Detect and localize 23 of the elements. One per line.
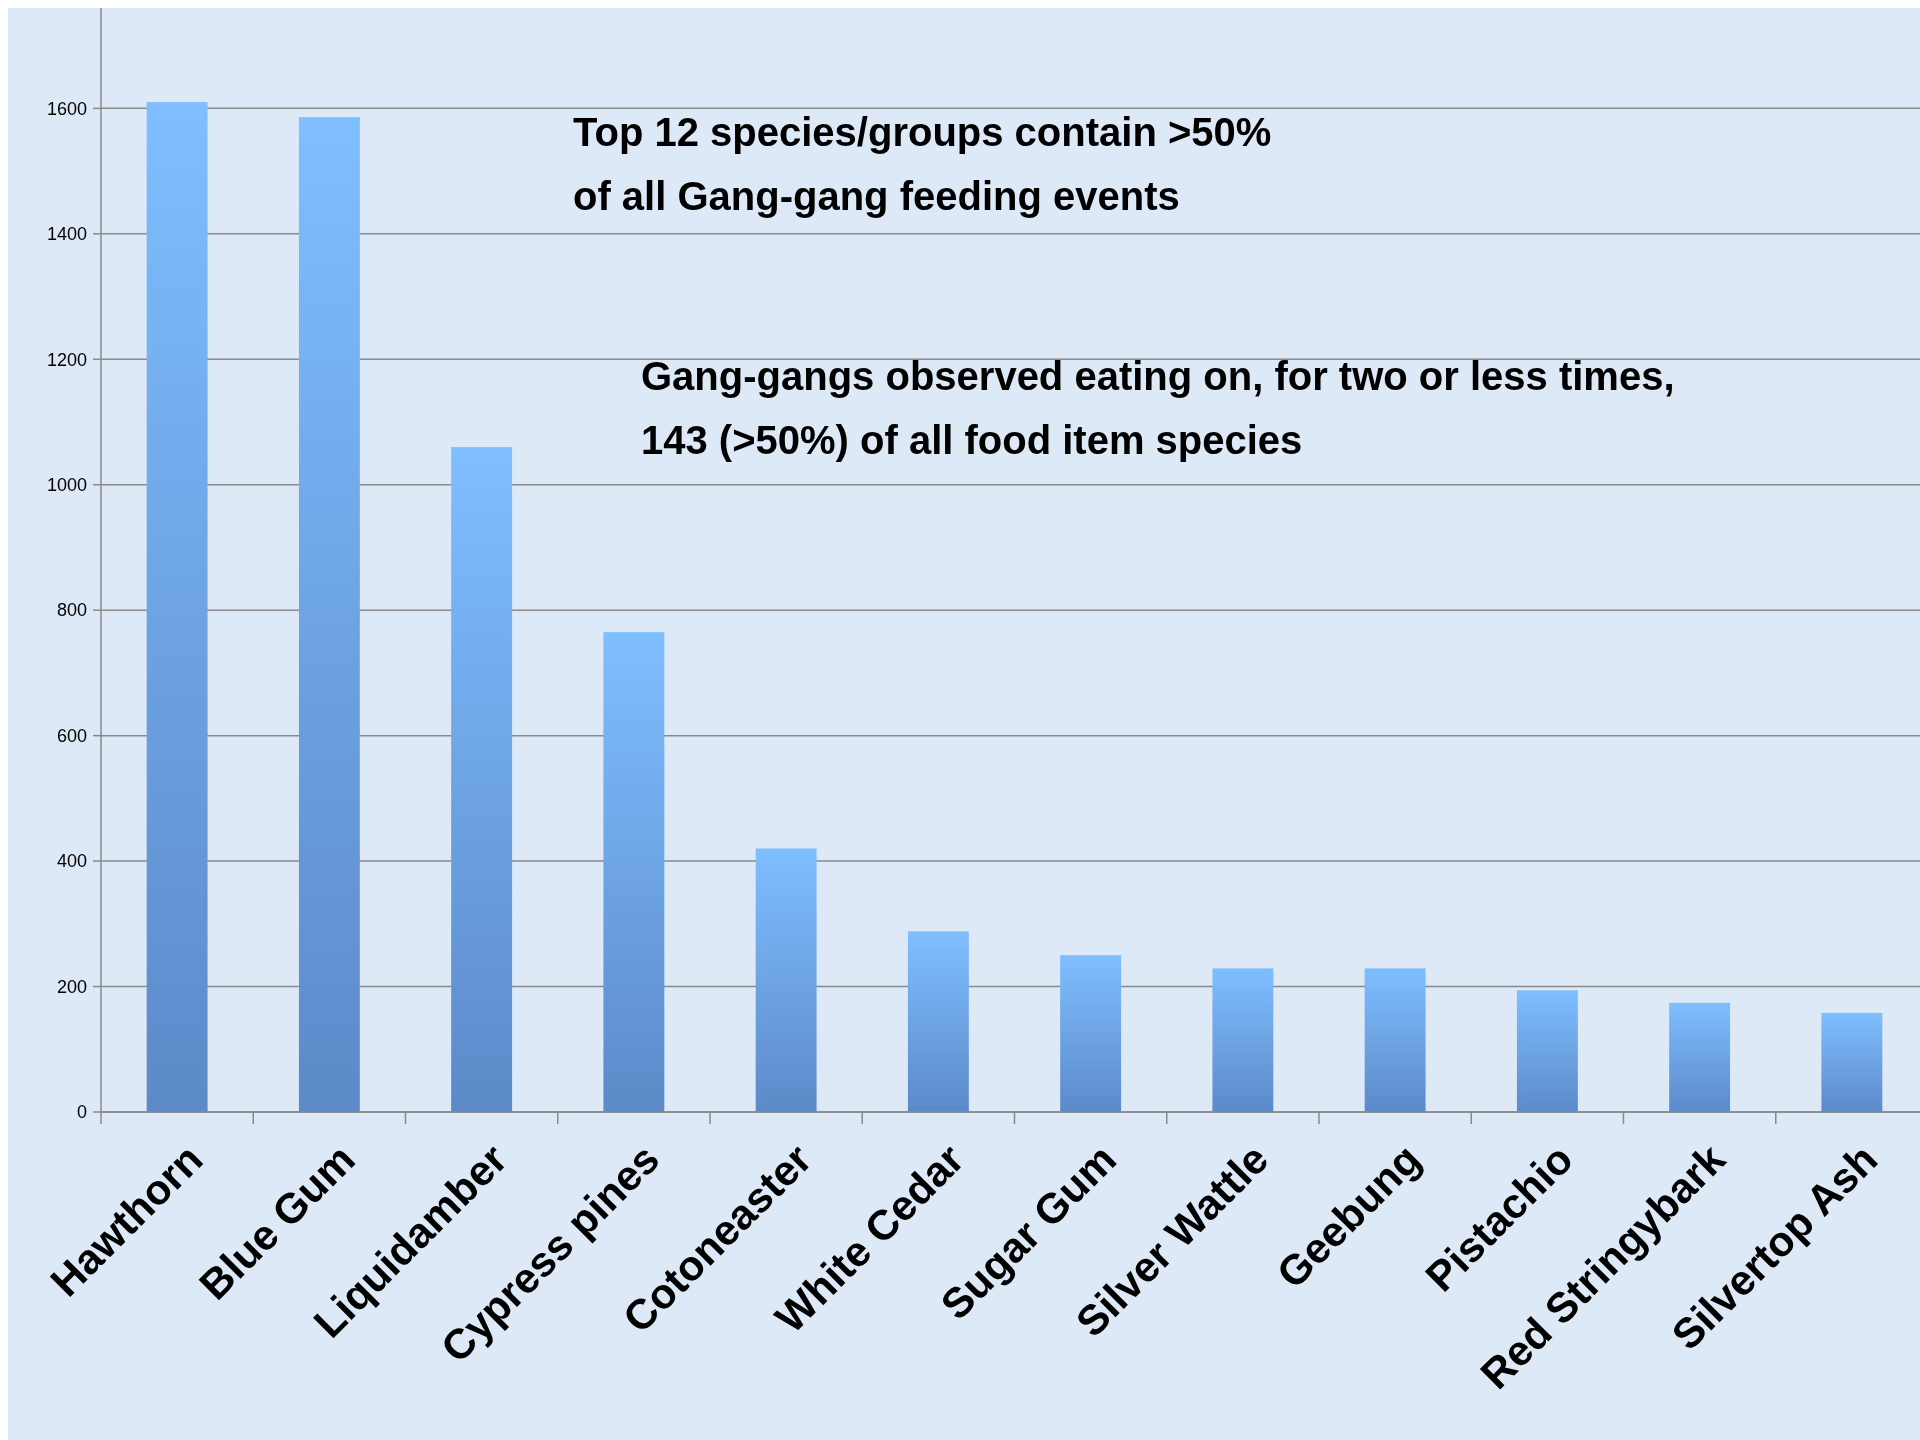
annotation: Gang-gangs observed eating on, for two or less times, 143 (>50%) of all food item species <box>641 354 1675 462</box>
y-tick-label: 1200 <box>46 349 87 370</box>
y-tick-label: 800 <box>56 600 87 621</box>
bar <box>1364 968 1426 1112</box>
y-tick-label: 200 <box>56 976 87 997</box>
bar <box>1212 968 1274 1112</box>
annotation: Top 12 species/groups contain >50% of all Gang-gang feeding events <box>573 110 1272 218</box>
bar <box>1060 955 1122 1112</box>
bar <box>298 117 360 1112</box>
y-tick-label: 1000 <box>46 475 87 496</box>
y-tick-label: 1400 <box>46 224 87 245</box>
y-tick-label: 600 <box>56 725 87 746</box>
bar <box>907 931 969 1112</box>
bar <box>451 447 513 1112</box>
y-tick-label: 0 <box>76 1102 87 1123</box>
y-tick-label: 1600 <box>46 98 87 119</box>
bar <box>1516 990 1578 1112</box>
bar <box>603 632 665 1112</box>
bar <box>755 848 817 1112</box>
y-tick-label: 400 <box>56 851 87 872</box>
bar <box>146 102 208 1112</box>
bar <box>1821 1012 1883 1112</box>
bar <box>1669 1002 1731 1112</box>
